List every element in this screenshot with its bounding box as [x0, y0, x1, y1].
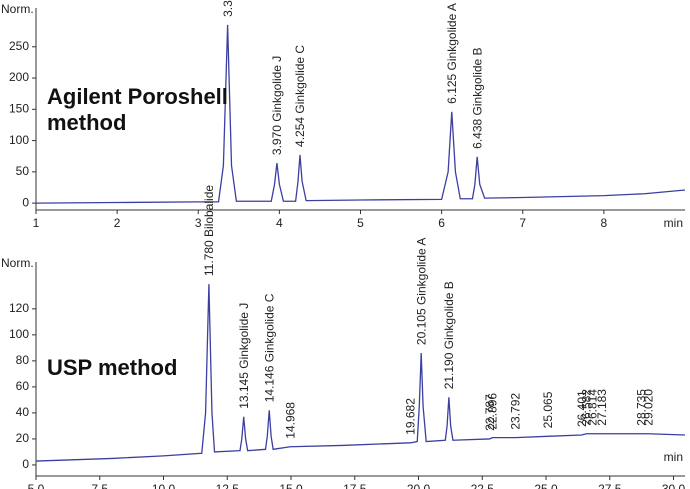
y-tick-label: 150	[9, 101, 29, 115]
y-tick-label: 100	[9, 133, 29, 147]
y-tick-label: 100	[9, 327, 29, 341]
x-axis-label: min	[664, 216, 683, 230]
peak-label: 3.362 Bilobalide	[221, 0, 235, 17]
peak-label: 6.125 Ginkgolide A	[445, 3, 459, 104]
x-tick-label: 17.5	[343, 482, 367, 489]
x-tick-label: 7	[519, 216, 526, 230]
x-tick-label: 22.5	[471, 482, 495, 489]
y-tick-label: 0	[22, 457, 29, 471]
peak-label: 13.145 Ginkgolide J	[237, 303, 251, 409]
x-tick-label: 8	[601, 216, 608, 230]
x-tick-label: 27.5	[598, 482, 622, 489]
peak-label: 25.065	[541, 391, 555, 428]
peak-label: 14.146 Ginkgolide C	[262, 293, 276, 402]
peak-label: 23.792	[508, 393, 522, 430]
peak-label: 11.780 Bilobalide	[202, 185, 216, 277]
x-tick-label: 5.0	[28, 482, 45, 489]
x-tick-label: 12.5	[216, 482, 240, 489]
peak-label: 28.735	[634, 389, 648, 426]
x-tick-label: 25.0	[534, 482, 558, 489]
x-tick-label: 15.0	[279, 482, 303, 489]
x-tick-label: 2	[114, 216, 121, 230]
x-tick-label: 10.0	[152, 482, 176, 489]
peak-label: 26.582	[580, 389, 594, 426]
x-tick-label: 7.5	[91, 482, 108, 489]
y-tick-label: 200	[9, 70, 29, 84]
y-axis-label: Norm.	[1, 2, 34, 16]
x-tick-label: 5	[357, 216, 364, 230]
peak-label: 26.401	[575, 390, 589, 427]
chart-title: Agilent Poroshell method	[47, 84, 228, 135]
y-tick-label: 250	[9, 39, 29, 53]
peak-label: 20.105 Ginkgolide A	[414, 238, 428, 345]
peak-label: 29.020	[642, 389, 656, 426]
x-axis-label: min	[664, 450, 683, 464]
peak-label: 27.183	[595, 389, 609, 426]
peak-label: 21.190 Ginkgolide B	[442, 281, 456, 389]
x-tick-label: 20.0	[407, 482, 431, 489]
y-tick-label: 50	[16, 164, 30, 178]
x-tick-label: 30.0	[662, 482, 686, 489]
chart-title: USP method	[47, 355, 178, 380]
x-tick-label: 3	[195, 216, 202, 230]
peak-label: 6.438 Ginkgolide B	[470, 47, 484, 148]
peak-label: 19.682	[404, 398, 418, 435]
peak-label: 3.970 Ginkgolide J	[270, 56, 284, 155]
y-tick-label: 120	[9, 301, 29, 315]
peak-label: 22.787	[483, 394, 497, 431]
x-tick-label: 4	[276, 216, 283, 230]
y-tick-label: 60	[16, 379, 30, 393]
x-tick-label: 6	[438, 216, 445, 230]
peak-label: 22.896	[486, 393, 500, 430]
peak-label: 26.814	[585, 389, 599, 426]
y-tick-label: 20	[16, 431, 30, 445]
peak-label: 4.254 Ginkgolide C	[293, 45, 307, 147]
y-tick-label: 40	[16, 405, 30, 419]
trace	[35, 24, 686, 204]
peak-label: 14.968	[283, 402, 297, 439]
x-tick-label: 1	[33, 216, 40, 230]
y-tick-label: 0	[22, 195, 29, 209]
trace	[35, 284, 686, 462]
y-axis-label: Norm.	[1, 256, 34, 270]
y-tick-label: 80	[16, 353, 30, 367]
